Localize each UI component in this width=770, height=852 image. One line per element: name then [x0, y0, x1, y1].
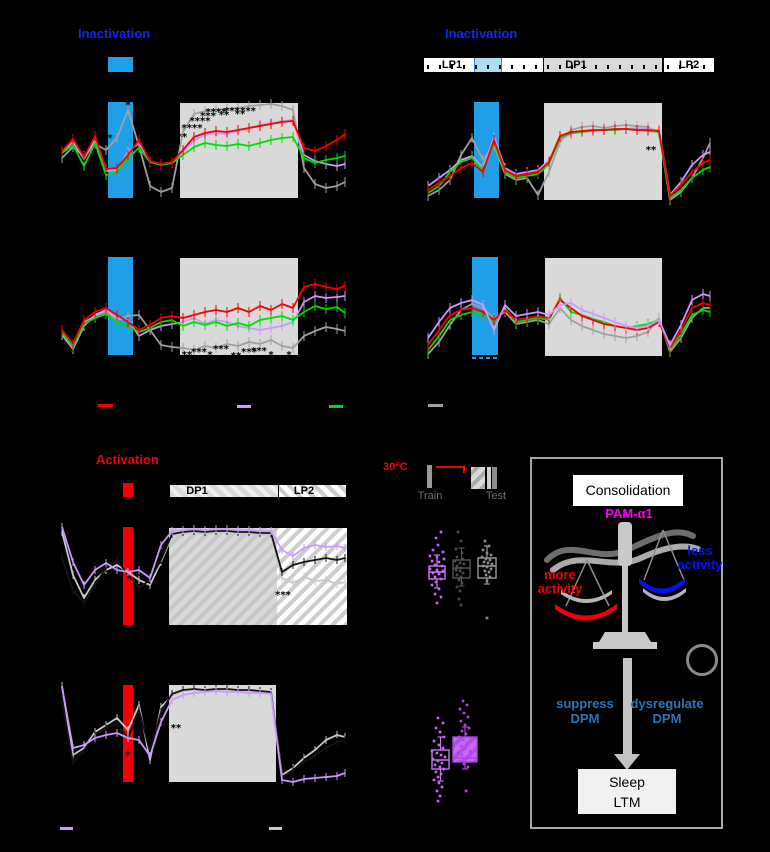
- consolidation-box: Consolidation: [573, 475, 683, 506]
- svg-text:***: ***: [224, 106, 240, 117]
- dp1-lp2-bar: DP1 LP2: [169, 484, 347, 498]
- svg-text:**: **: [177, 132, 188, 143]
- suppress-line1: suppress: [556, 696, 614, 711]
- activation-label: Activation: [96, 452, 159, 467]
- svg-text:***: ***: [191, 347, 207, 358]
- segment-divider: [278, 485, 279, 497]
- lp2-label: LP2: [293, 485, 315, 497]
- more-activity-label: more activity: [536, 568, 584, 596]
- sleep-ltm-box: Sleep LTM: [578, 769, 676, 814]
- suppress-line2: DPM: [570, 711, 600, 726]
- svg-text:*: *: [125, 750, 131, 761]
- svg-text:***: ***: [240, 106, 256, 117]
- legend-swatch-violet: [237, 405, 251, 408]
- sleep-plot-activation-top: ***: [61, 523, 347, 625]
- svg-text:**: **: [219, 110, 230, 121]
- sleep-line2: LTM: [613, 794, 641, 810]
- sleep-plot-inactivation-left-top: *****************************: [61, 99, 346, 198]
- legend-swatch-lightgray-bottom: [269, 827, 282, 830]
- temperature-label: 30°C: [383, 461, 408, 473]
- legend-swatch-green: [329, 405, 343, 408]
- inactivation-label-right: Inactivation: [445, 26, 518, 41]
- sleep-plot-inactivation-right-top: ***: [427, 102, 711, 205]
- svg-text:***: ***: [241, 347, 257, 358]
- legend-swatch-gray: [428, 404, 443, 407]
- svg-text:****: ****: [182, 123, 204, 134]
- suppress-dpm-label: suppress DPM: [550, 696, 620, 726]
- svg-text:*: *: [107, 133, 113, 144]
- dp1-label: DP1: [565, 59, 587, 71]
- less-activity-label: less activity: [676, 544, 724, 572]
- svg-text:**: **: [646, 145, 657, 156]
- lp2-hatched-segment: [278, 485, 346, 497]
- sleep-plot-inactivation-right-bottom: [427, 257, 711, 359]
- arrow-head-icon: [614, 754, 640, 770]
- svg-text:*: *: [268, 350, 274, 361]
- legend-swatch-red: [98, 404, 113, 407]
- sleep-line1: Sleep: [609, 774, 645, 790]
- right-pan-gray: [643, 588, 686, 601]
- hour-ticks: [427, 65, 711, 69]
- svg-text:**: **: [235, 109, 246, 120]
- svg-text:****: ****: [206, 107, 228, 118]
- right-string: [662, 529, 685, 581]
- balance-beam-light: [550, 543, 701, 573]
- train-test-schematic: [427, 465, 497, 489]
- svg-text:***: ***: [200, 111, 216, 122]
- train-label: Train: [417, 490, 443, 502]
- svg-text:*: *: [125, 100, 131, 111]
- svg-text:***: ***: [275, 590, 291, 601]
- sleep-plot-inactivation-left-bottom: ***** ****** ****** * *: [61, 257, 346, 362]
- balance-base: [593, 642, 657, 649]
- left-string: [586, 559, 610, 607]
- svg-text:***: ***: [213, 344, 229, 355]
- left-pan-red: [555, 604, 617, 621]
- svg-text:*: *: [207, 350, 213, 361]
- svg-text:**: **: [171, 723, 182, 734]
- dp1-label: DP1: [186, 485, 208, 497]
- inactivation-window-key: [108, 57, 133, 72]
- more-activity-line1: more: [544, 567, 576, 582]
- circle-icon: [686, 644, 718, 676]
- less-activity-line2: activity: [677, 557, 723, 572]
- test-label: Test: [485, 490, 507, 502]
- legend-swatch-violet-bottom: [60, 827, 73, 830]
- balance-scale-illustration: [544, 522, 701, 649]
- model-diagram-box: Consolidation PAM-α1 more activity less …: [530, 457, 723, 829]
- svg-text:***: ***: [251, 346, 267, 357]
- inactivation-label-left: Inactivation: [78, 26, 151, 41]
- right-string: [643, 529, 664, 581]
- arrow-shaft: [623, 658, 632, 754]
- lp1-label: LP1: [441, 59, 463, 71]
- svg-text:**: **: [182, 350, 193, 361]
- right-pan-blue: [639, 578, 685, 594]
- balance-column: [622, 560, 628, 634]
- left-pan-gray: [561, 590, 612, 603]
- pam-alpha1-label: PAM-α1: [605, 506, 653, 521]
- dysregulate-line2: DPM: [652, 711, 682, 726]
- dysregulate-dpm-label: dysregulate DPM: [624, 696, 710, 726]
- svg-text:**: **: [231, 351, 242, 362]
- more-activity-line2: activity: [537, 581, 583, 596]
- svg-text:*: *: [468, 128, 474, 139]
- light-dark-period-bar: LP1 DP1 LP2: [423, 57, 715, 73]
- balance-pole: [618, 522, 632, 566]
- dysregulate-line1: dysregulate: [630, 696, 704, 711]
- performance-dotplot-top: [428, 530, 497, 620]
- performance-dotplot-bottom: [430, 699, 478, 803]
- lp2-label: LP2: [678, 59, 700, 71]
- svg-text:****: ****: [190, 116, 212, 127]
- dp1-hatched-segment: [170, 485, 278, 497]
- activation-window-key: [123, 483, 133, 497]
- svg-text:*: *: [286, 350, 292, 361]
- sleep-plot-activation-bottom: ***: [61, 682, 346, 786]
- less-activity-line1: less: [687, 543, 713, 558]
- balance-foot: [599, 632, 651, 642]
